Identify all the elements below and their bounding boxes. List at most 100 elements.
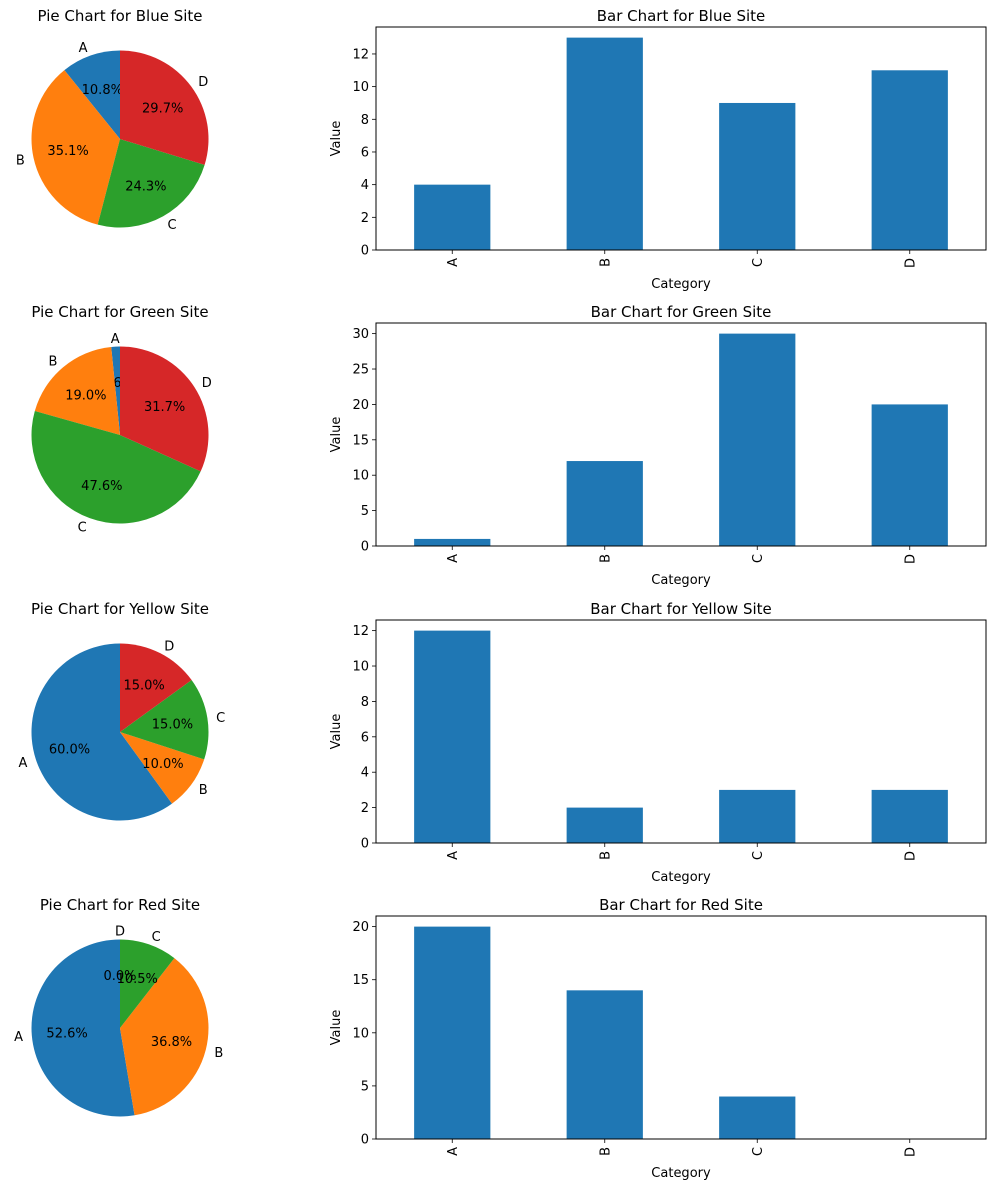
bar-chart: Bar Chart for Yellow Site A B C D 0 2 4 6 8 10 12 Ca… bbox=[329, 600, 987, 885]
pie-chart: Pie Chart for Red Site 52.6% A 36.8% B 10.5% C… bbox=[14, 896, 223, 1117]
bar bbox=[871, 404, 948, 546]
chart-title: Bar Chart for Red Site bbox=[599, 896, 763, 914]
pie-slice bbox=[120, 732, 205, 804]
pie-slice bbox=[31, 643, 173, 821]
bar bbox=[414, 184, 491, 250]
pie-category-label: A bbox=[111, 332, 120, 347]
bar bbox=[871, 70, 948, 251]
pie-pct-label: 36.8% bbox=[151, 1035, 192, 1050]
pie-pct-label: 24.3% bbox=[125, 179, 166, 194]
pie-slice bbox=[31, 939, 135, 1117]
bar-chart: Bar Chart for Blue Site A B C D 0 2 4 6 8 10 12 Cate… bbox=[329, 7, 987, 292]
x-tick-label: B bbox=[598, 1147, 613, 1156]
pie-category-label: D bbox=[202, 376, 212, 391]
pie-category-label: C bbox=[152, 930, 161, 945]
y-tick-label: 0 bbox=[361, 1133, 369, 1148]
y-tick-label: 25 bbox=[352, 363, 369, 378]
y-tick-label: 10 bbox=[352, 1026, 369, 1041]
x-tick-label: A bbox=[446, 851, 461, 860]
x-tick-label: B bbox=[598, 851, 613, 860]
pie-slice bbox=[120, 643, 192, 732]
y-tick-label: 15 bbox=[352, 433, 369, 448]
pie-chart: Pie Chart for Blue Site 10.8% A 35.1% B 24.3%… bbox=[16, 7, 209, 233]
pie-chart: Pie Chart for Green Site1.6%A19.0%B47.6%… bbox=[31, 303, 211, 535]
pie-category-label: C bbox=[216, 711, 225, 726]
bar bbox=[566, 461, 643, 546]
y-tick-label: 30 bbox=[352, 327, 369, 342]
pie-category-label: D bbox=[115, 925, 125, 940]
pie-slice bbox=[120, 346, 209, 472]
y-axis-label: Value bbox=[329, 121, 344, 157]
pie-pct-label: 10.5% bbox=[117, 972, 158, 987]
y-tick-label: 4 bbox=[361, 766, 369, 781]
pie-slice bbox=[120, 679, 209, 760]
pie-slice bbox=[120, 939, 175, 1028]
bar bbox=[719, 333, 796, 546]
pie-pct-label: 10.0% bbox=[142, 757, 183, 772]
pie-slice bbox=[31, 70, 121, 225]
chart-title: Pie Chart for Yellow Site bbox=[31, 600, 209, 618]
y-tick-label: 2 bbox=[361, 801, 369, 816]
pie-slice bbox=[64, 50, 120, 139]
pie-slice bbox=[111, 346, 120, 435]
chart-title: Bar Chart for Yellow Site bbox=[590, 600, 772, 618]
pie-category-label: C bbox=[167, 218, 176, 233]
x-tick-label: C bbox=[751, 258, 766, 267]
pie-pct-label: 31.7% bbox=[144, 400, 185, 415]
y-tick-label: 6 bbox=[361, 730, 369, 745]
x-tick-label: D bbox=[903, 851, 918, 861]
y-axis-label: Value bbox=[329, 714, 344, 750]
pie-category-label: A bbox=[79, 41, 88, 56]
pie-category-label: C bbox=[78, 520, 87, 535]
y-tick-label: 20 bbox=[352, 920, 369, 935]
pie-pct-label: 0.0% bbox=[103, 969, 136, 984]
x-axis-label: Category bbox=[651, 573, 711, 588]
plot-frame bbox=[375, 322, 987, 547]
pie-category-label: B bbox=[214, 1046, 223, 1061]
x-axis-label: Category bbox=[651, 277, 711, 292]
bar bbox=[414, 630, 491, 843]
bar bbox=[566, 37, 643, 250]
pie-category-label: B bbox=[16, 154, 25, 169]
chart-title: Pie Chart for Blue Site bbox=[37, 7, 202, 25]
bar-chart: Bar Chart for Red Site A B C D 0 5 10 15 20 Catego… bbox=[329, 896, 987, 1181]
y-tick-label: 15 bbox=[352, 973, 369, 988]
plot-frame bbox=[375, 26, 987, 251]
bar bbox=[871, 789, 948, 843]
x-tick-label: D bbox=[903, 258, 918, 268]
x-axis-label: Category bbox=[651, 1166, 711, 1181]
y-tick-label: 5 bbox=[361, 504, 369, 519]
x-tick-label: C bbox=[751, 554, 766, 563]
pie-chart: Pie Chart for Yellow Site 60.0% A 10.0% B 15.… bbox=[19, 600, 225, 821]
x-tick-label: A bbox=[446, 258, 461, 267]
y-tick-label: 12 bbox=[352, 47, 369, 62]
x-tick-label: B bbox=[598, 554, 613, 563]
bar bbox=[414, 538, 491, 546]
chart-title: Pie Chart for Red Site bbox=[40, 896, 200, 914]
pie-slice bbox=[120, 958, 209, 1116]
y-tick-label: 0 bbox=[361, 540, 369, 555]
pie-slice bbox=[31, 411, 201, 524]
x-tick-label: B bbox=[598, 258, 613, 267]
y-tick-label: 20 bbox=[352, 398, 369, 413]
pie-pct-label: 60.0% bbox=[49, 742, 90, 757]
y-axis-label: Value bbox=[329, 1010, 344, 1046]
y-tick-label: 2 bbox=[361, 211, 369, 226]
x-axis-label: Category bbox=[651, 870, 711, 885]
y-tick-label: 10 bbox=[352, 80, 369, 95]
pie-category-label: B bbox=[49, 354, 58, 369]
x-tick-label: C bbox=[751, 851, 766, 860]
chart-title: Bar Chart for Green Site bbox=[591, 303, 772, 321]
bar bbox=[719, 1096, 796, 1139]
y-axis-label: Value bbox=[329, 417, 344, 453]
pie-slice bbox=[97, 139, 205, 228]
pie-slice bbox=[34, 346, 120, 435]
bar bbox=[566, 807, 643, 843]
y-tick-label: 10 bbox=[352, 469, 369, 484]
y-tick-label: 0 bbox=[361, 244, 369, 259]
y-tick-label: 8 bbox=[361, 695, 369, 710]
pie-category-label: B bbox=[199, 783, 208, 798]
y-tick-label: 4 bbox=[361, 178, 369, 193]
bar bbox=[719, 789, 796, 843]
